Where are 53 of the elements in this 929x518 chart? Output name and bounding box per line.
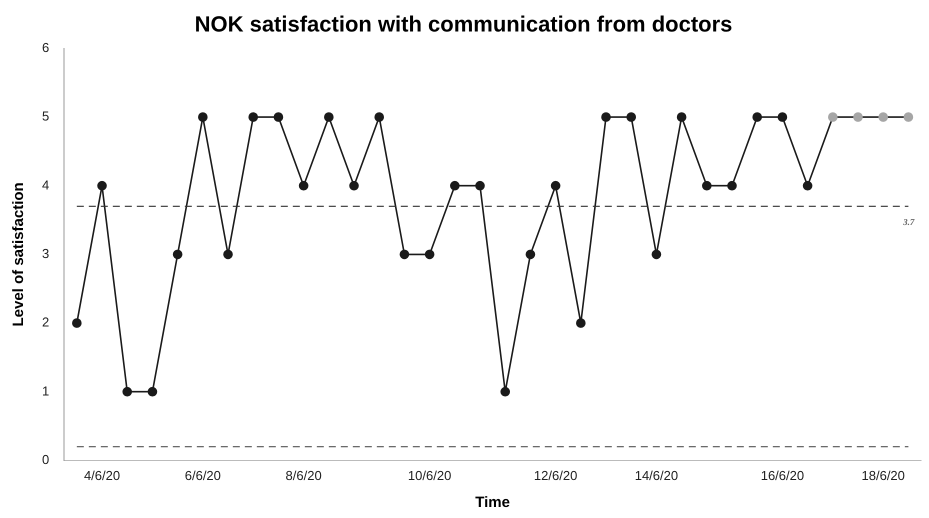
x-tick-label: 12/6/20 (534, 468, 578, 483)
point (500, 386, 510, 397)
point (752, 112, 762, 122)
x-tick-label: 8/6/20 (286, 468, 322, 483)
point (349, 180, 359, 191)
point (324, 112, 334, 122)
point (72, 318, 82, 328)
y-tick-label: 6 (42, 40, 50, 55)
point (198, 112, 208, 122)
x-tick-label: 16/6/20 (760, 468, 804, 483)
point (626, 112, 636, 122)
point (475, 180, 485, 191)
x-tick-label: 14/6/20 (634, 468, 678, 483)
point (223, 250, 233, 260)
point (853, 112, 863, 122)
point (601, 112, 611, 122)
point (97, 180, 107, 191)
point (702, 180, 712, 191)
point (878, 112, 888, 122)
point (778, 112, 788, 122)
point (576, 318, 586, 328)
point (424, 250, 434, 260)
point (676, 112, 686, 122)
x-tick-label: 18/6/20 (862, 468, 905, 483)
point (172, 250, 182, 260)
y-axis-title: Level of satisfaction (10, 182, 28, 327)
point (904, 112, 914, 122)
point (274, 112, 284, 122)
point (248, 112, 258, 122)
point (550, 180, 560, 191)
point (122, 386, 132, 397)
x-axis-title: Time (475, 494, 510, 512)
x-tick-label: 6/6/20 (184, 468, 221, 483)
point (298, 180, 308, 191)
y-tick-label: 3 (42, 246, 50, 261)
point (526, 250, 536, 260)
ref-line-label: 3.7 (902, 217, 915, 228)
chart-title: NOK satisfaction with communication from doctors (194, 11, 732, 36)
point (450, 180, 460, 191)
x-tick-label: 4/6/20 (84, 468, 120, 483)
point (802, 180, 812, 191)
point (374, 112, 384, 122)
y-tick-label: 0 (42, 452, 50, 467)
y-tick-label: 1 (42, 383, 50, 398)
y-tick-label: 4 (42, 177, 50, 192)
x-tick-label: 10/6/20 (408, 468, 452, 483)
y-tick-label: 5 (42, 108, 50, 124)
point (727, 180, 737, 191)
point (148, 386, 158, 397)
y-tick-label: 2 (42, 314, 50, 330)
point (652, 250, 662, 260)
point (400, 250, 410, 260)
point (828, 112, 838, 122)
